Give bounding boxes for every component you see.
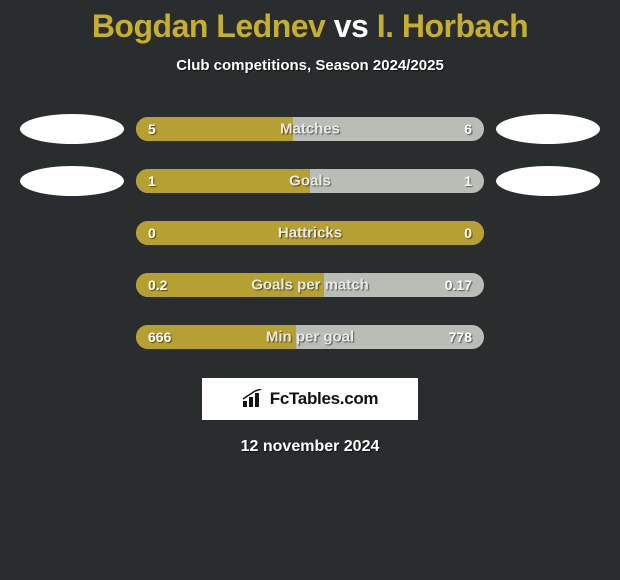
brand-text: FcTables.com xyxy=(270,389,379,409)
stat-bar: Matches 5 6 xyxy=(136,117,484,141)
stat-value-right: 778 xyxy=(449,329,472,345)
stat-label: Matches xyxy=(280,121,340,138)
date-text: 12 november 2024 xyxy=(0,438,620,456)
stats-rows: Matches 5 6 Goals 1 1 Hattricks 0 0 Goals per mat… xyxy=(0,114,620,352)
stat-value-right: 6 xyxy=(464,121,472,137)
stat-value-right: 0 xyxy=(464,225,472,241)
player1-ellipse xyxy=(20,166,124,196)
stat-bar: Goals 1 1 xyxy=(136,169,484,193)
player1-ellipse xyxy=(20,114,124,144)
stat-row: Min per goal 666 778 xyxy=(0,322,620,352)
stat-label: Hattricks xyxy=(278,225,342,242)
stat-value-right: 0.17 xyxy=(445,277,472,293)
stat-row: Goals per match 0.2 0.17 xyxy=(0,270,620,300)
stat-bar: Min per goal 666 778 xyxy=(136,325,484,349)
brand-badge[interactable]: FcTables.com xyxy=(202,378,418,420)
stat-value-left: 666 xyxy=(148,329,171,345)
vs-text: vs xyxy=(334,8,369,44)
stat-value-left: 5 xyxy=(148,121,156,137)
stat-bar: Hattricks 0 0 xyxy=(136,221,484,245)
stat-row: Matches 5 6 xyxy=(0,114,620,144)
stat-bar: Goals per match 0.2 0.17 xyxy=(136,273,484,297)
stat-value-right: 1 xyxy=(464,173,472,189)
stat-label: Goals per match xyxy=(251,277,369,294)
page-title: Bogdan Lednev vs I. Horbach xyxy=(0,8,620,45)
player2-ellipse xyxy=(496,166,600,196)
player2-ellipse xyxy=(496,114,600,144)
bar-left-fill xyxy=(136,117,293,141)
stat-value-left: 0 xyxy=(148,225,156,241)
stat-label: Min per goal xyxy=(266,329,354,346)
player1-name: Bogdan Lednev xyxy=(92,8,326,44)
stat-row: Hattricks 0 0 xyxy=(0,218,620,248)
subtitle: Club competitions, Season 2024/2025 xyxy=(0,57,620,74)
bar-left-fill xyxy=(136,169,310,193)
player2-name: I. Horbach xyxy=(377,8,528,44)
stat-label: Goals xyxy=(289,173,331,190)
stat-value-left: 1 xyxy=(148,173,156,189)
comparison-widget: Bogdan Lednev vs I. Horbach Club competi… xyxy=(0,0,620,456)
stat-row: Goals 1 1 xyxy=(0,166,620,196)
bar-chart-icon xyxy=(242,389,264,409)
stat-value-left: 0.2 xyxy=(148,277,167,293)
